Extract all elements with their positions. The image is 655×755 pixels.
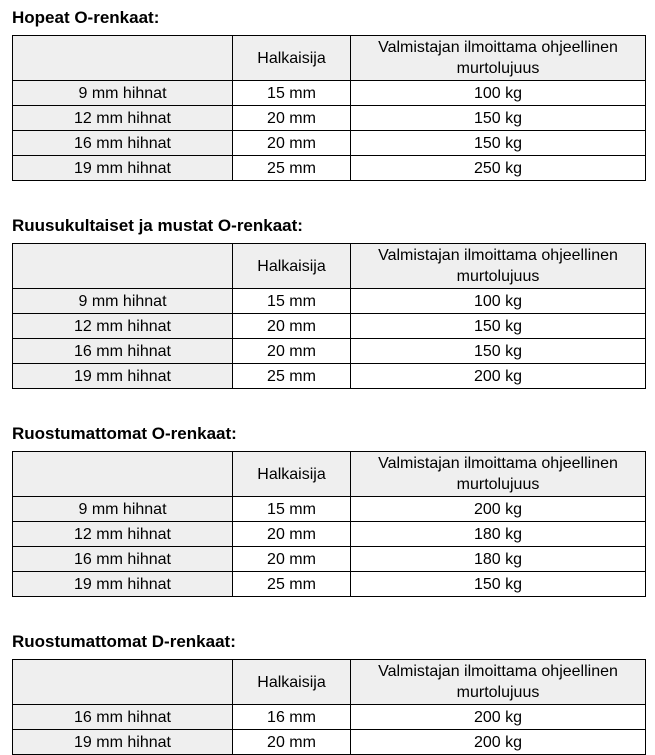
column-header: Halkaisija	[232, 659, 351, 705]
breaking-strength-cell: 180 kg	[350, 521, 646, 547]
column-header	[12, 35, 233, 81]
breaking-strength-cell: 180 kg	[350, 546, 646, 572]
data-table: Halkaisija Valmistajan ilmoittama ohjeell…	[12, 659, 646, 755]
diameter-cell: 20 mm	[232, 130, 351, 156]
breaking-strength-cell: 200 kg	[350, 496, 646, 522]
table-row: 19 mm hihnat 25 mm 250 kg	[12, 155, 646, 181]
header-row: Halkaisija Valmistajan ilmoittama ohjeell…	[12, 243, 646, 289]
row-label-cell: 19 mm hihnat	[12, 363, 233, 389]
column-header: Valmistajan ilmoittama ohjeellinen murto…	[350, 243, 646, 289]
table-section: Ruusukultaiset ja mustat O-renkaat: Halka…	[12, 215, 646, 389]
diameter-cell: 15 mm	[232, 288, 351, 314]
column-header: Halkaisija	[232, 451, 351, 497]
breaking-strength-cell: 150 kg	[350, 571, 646, 597]
row-label-cell: 9 mm hihnat	[12, 496, 233, 522]
table-section: Ruostumattomat D-renkaat: Halkaisija Valmi…	[12, 631, 646, 755]
header-row: Halkaisija Valmistajan ilmoittama ohjeell…	[12, 659, 646, 705]
table-row: 12 mm hihnat 20 mm 150 kg	[12, 313, 646, 339]
breaking-strength-cell: 150 kg	[350, 105, 646, 131]
breaking-strength-cell: 150 kg	[350, 313, 646, 339]
breaking-strength-cell: 200 kg	[350, 729, 646, 755]
row-label-cell: 16 mm hihnat	[12, 338, 233, 364]
row-label-cell: 16 mm hihnat	[12, 546, 233, 572]
row-label-cell: 16 mm hihnat	[12, 704, 233, 730]
row-label-cell: 19 mm hihnat	[12, 155, 233, 181]
header-row: Halkaisija Valmistajan ilmoittama ohjeell…	[12, 451, 646, 497]
breaking-strength-cell: 100 kg	[350, 288, 646, 314]
table-title: Ruostumattomat O-renkaat:	[12, 424, 237, 443]
column-header	[12, 243, 233, 289]
table-row: 19 mm hihnat 25 mm 150 kg	[12, 571, 646, 597]
row-label-cell: 12 mm hihnat	[12, 105, 233, 131]
column-header: Valmistajan ilmoittama ohjeellinen murto…	[350, 451, 646, 497]
row-label-cell: 9 mm hihnat	[12, 288, 233, 314]
breaking-strength-cell: 250 kg	[350, 155, 646, 181]
table-title: Ruusukultaiset ja mustat O-renkaat:	[12, 216, 303, 235]
table-row: 16 mm hihnat 20 mm 180 kg	[12, 546, 646, 572]
breaking-strength-cell: 200 kg	[350, 363, 646, 389]
table-title: Hopeat O-renkaat:	[12, 8, 160, 27]
column-header: Halkaisija	[232, 243, 351, 289]
table-row: 9 mm hihnat 15 mm 100 kg	[12, 288, 646, 314]
table-section: Ruostumattomat O-renkaat: Halkaisija Valmi…	[12, 423, 646, 597]
data-table: Halkaisija Valmistajan ilmoittama ohjeell…	[12, 451, 646, 597]
diameter-cell: 25 mm	[232, 155, 351, 181]
table-row: 16 mm hihnat 20 mm 150 kg	[12, 338, 646, 364]
column-header: Valmistajan ilmoittama ohjeellinen murto…	[350, 659, 646, 705]
diameter-cell: 25 mm	[232, 363, 351, 389]
row-label-cell: 19 mm hihnat	[12, 729, 233, 755]
diameter-cell: 15 mm	[232, 496, 351, 522]
diameter-cell: 20 mm	[232, 105, 351, 131]
table-section: Hopeat O-renkaat: Halkaisija Valmistajan i…	[12, 7, 646, 181]
column-header	[12, 451, 233, 497]
table-row: 19 mm hihnat 20 mm 200 kg	[12, 729, 646, 755]
breaking-strength-cell: 100 kg	[350, 80, 646, 106]
row-label-cell: 12 mm hihnat	[12, 521, 233, 547]
row-label-cell: 19 mm hihnat	[12, 571, 233, 597]
diameter-cell: 20 mm	[232, 546, 351, 572]
diameter-cell: 15 mm	[232, 80, 351, 106]
diameter-cell: 16 mm	[232, 704, 351, 730]
row-label-cell: 9 mm hihnat	[12, 80, 233, 106]
diameter-cell: 25 mm	[232, 571, 351, 597]
column-header: Valmistajan ilmoittama ohjeellinen murto…	[350, 35, 646, 81]
table-title: Ruostumattomat D-renkaat:	[12, 632, 236, 651]
table-row: 16 mm hihnat 16 mm 200 kg	[12, 704, 646, 730]
table-row: 16 mm hihnat 20 mm 150 kg	[12, 130, 646, 156]
breaking-strength-cell: 200 kg	[350, 704, 646, 730]
table-row: 19 mm hihnat 25 mm 200 kg	[12, 363, 646, 389]
data-table: Halkaisija Valmistajan ilmoittama ohjeell…	[12, 35, 646, 181]
column-header: Halkaisija	[232, 35, 351, 81]
diameter-cell: 20 mm	[232, 313, 351, 339]
row-label-cell: 16 mm hihnat	[12, 130, 233, 156]
table-row: 9 mm hihnat 15 mm 200 kg	[12, 496, 646, 522]
row-label-cell: 12 mm hihnat	[12, 313, 233, 339]
breaking-strength-cell: 150 kg	[350, 130, 646, 156]
column-header	[12, 659, 233, 705]
diameter-cell: 20 mm	[232, 521, 351, 547]
table-row: 9 mm hihnat 15 mm 100 kg	[12, 80, 646, 106]
header-row: Halkaisija Valmistajan ilmoittama ohjeell…	[12, 35, 646, 81]
table-row: 12 mm hihnat 20 mm 180 kg	[12, 521, 646, 547]
diameter-cell: 20 mm	[232, 729, 351, 755]
data-table: Halkaisija Valmistajan ilmoittama ohjeell…	[12, 243, 646, 389]
diameter-cell: 20 mm	[232, 338, 351, 364]
table-row: 12 mm hihnat 20 mm 150 kg	[12, 105, 646, 131]
breaking-strength-cell: 150 kg	[350, 338, 646, 364]
